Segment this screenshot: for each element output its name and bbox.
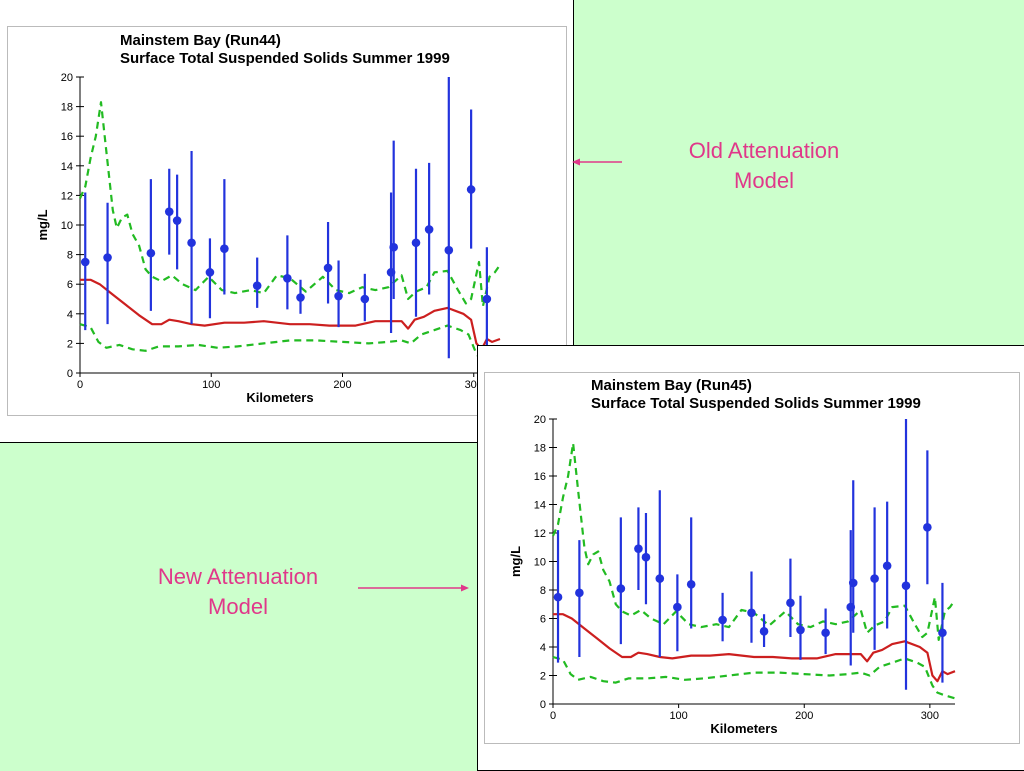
x-axis-label: Kilometers [246, 390, 313, 405]
y-tick-label: 0 [67, 368, 73, 380]
observation-point [103, 253, 112, 262]
chart-title: Mainstem Bay (Run45) Surface Total Suspe… [591, 377, 921, 413]
observation-point [673, 602, 682, 612]
new-attenuation-caption: New Attenuation Model [138, 562, 338, 622]
chart-subtitle-line: Surface Total Suspended Solids Summer 19… [120, 50, 450, 67]
y-tick-label: 20 [534, 414, 546, 426]
y-tick-label: 2 [540, 671, 546, 683]
observation-point [553, 592, 563, 602]
observation-point [146, 248, 156, 258]
observation-point [655, 574, 665, 583]
model-lower-bound-line [79, 323, 501, 369]
y-tick-label: 16 [61, 131, 73, 143]
chart-panel-run45: Mainstem Bay (Run45) Surface Total Suspe… [477, 345, 1024, 771]
x-tick-label: 300 [921, 710, 939, 722]
observation-point [220, 244, 229, 253]
caption-line: Model [734, 168, 794, 193]
y-tick-label: 18 [534, 443, 546, 455]
y-tick-label: 8 [67, 250, 73, 262]
chart-title-line: Mainstem Bay (Run44) [120, 32, 281, 49]
y-tick-label: 14 [61, 161, 73, 173]
y-tick-label: 12 [61, 190, 73, 202]
caption-line: New Attenuation [157, 564, 319, 589]
x-tick-label: 200 [333, 379, 351, 391]
chart-panel-run44: Mainstem Bay (Run44) Surface Total Suspe… [0, 0, 574, 443]
x-tick-label: 0 [550, 710, 556, 722]
y-tick-label: 10 [534, 557, 546, 569]
observation-point [641, 552, 651, 562]
y-tick-label: 6 [540, 614, 546, 626]
observation-point [172, 216, 182, 225]
model-line [553, 613, 956, 683]
caption-line: Model [208, 594, 268, 619]
observation-point [444, 245, 454, 255]
x-axis-label: Kilometers [710, 721, 777, 736]
observation-point [252, 281, 262, 290]
observation-point [283, 273, 292, 283]
y-tick-label: 20 [61, 72, 73, 84]
y-axis-label: mg/L [508, 546, 523, 577]
plot-frame: Mainstem Bay (Run45) Surface Total Suspe… [484, 372, 1020, 744]
x-tick-label: 100 [669, 710, 687, 722]
y-tick-label: 6 [67, 279, 73, 291]
model-upper-bound-line [78, 101, 501, 308]
observation-point [389, 242, 398, 252]
observation-point [424, 225, 434, 234]
x-tick-label: 100 [202, 379, 220, 391]
arrow-right-icon [461, 584, 469, 592]
observation-point [616, 584, 626, 593]
caption-line: Old Attenuation [688, 138, 840, 163]
observation-point [718, 615, 727, 625]
observation-point [482, 294, 492, 304]
x-tick-label: 200 [795, 710, 813, 722]
y-tick-label: 18 [61, 102, 73, 114]
observation-point [870, 574, 879, 583]
observation-point [821, 628, 830, 638]
chart-title: Mainstem Bay (Run44) Surface Total Suspe… [120, 32, 450, 68]
observation-point [323, 263, 333, 273]
y-tick-label: 12 [534, 528, 546, 540]
model-lower-bound-line [552, 655, 956, 700]
y-tick-label: 8 [540, 585, 546, 597]
observation-point [360, 294, 370, 304]
x-tick-label: 0 [77, 379, 83, 391]
chart-title-line: Mainstem Bay (Run45) [591, 377, 752, 394]
y-tick-label: 4 [67, 309, 73, 321]
observation-point [80, 257, 90, 267]
chart-subtitle-line: Surface Total Suspended Solids Summer 19… [591, 395, 921, 412]
observation-point [848, 578, 858, 588]
observation-point [747, 608, 756, 618]
y-axis-label: mg/L [35, 209, 50, 240]
observation-point [796, 625, 805, 635]
observation-point [334, 291, 343, 301]
old-attenuation-caption: Old Attenuation Model [664, 136, 864, 196]
observation-point [187, 238, 196, 248]
observation-point [786, 598, 795, 608]
observation-point [575, 588, 584, 598]
model-line [80, 278, 501, 351]
y-tick-label: 14 [534, 500, 546, 512]
y-tick-label: 2 [67, 338, 73, 350]
observation-point [296, 293, 305, 302]
observation-point [634, 544, 643, 553]
y-tick-label: 16 [534, 471, 546, 483]
observation-point [686, 580, 696, 589]
observation-point [466, 185, 476, 194]
y-tick-label: 0 [540, 699, 546, 711]
model-upper-bound-line [551, 442, 956, 641]
observation-point [923, 523, 932, 532]
plot-frame: Mainstem Bay (Run44) Surface Total Suspe… [7, 26, 567, 416]
observation-point [938, 628, 947, 638]
observation-point [882, 561, 892, 571]
observation-point [205, 268, 215, 277]
y-tick-label: 4 [540, 642, 546, 654]
observation-point [901, 581, 911, 591]
observation-point [411, 238, 421, 248]
observation-point [164, 207, 174, 216]
observation-point [759, 627, 769, 636]
y-tick-label: 10 [61, 220, 73, 232]
